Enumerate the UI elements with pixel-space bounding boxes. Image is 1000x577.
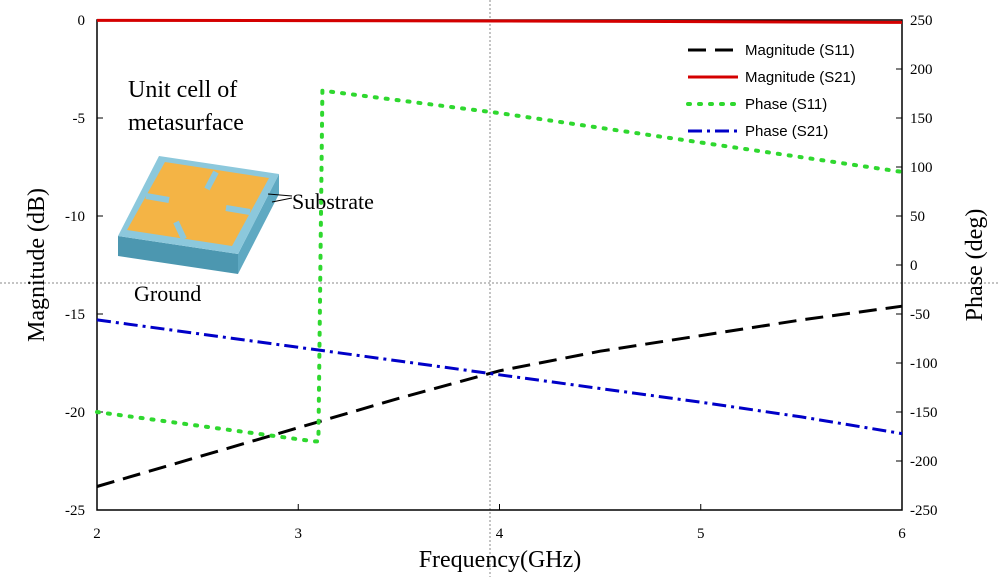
right-tick-label: 100	[910, 160, 933, 176]
right-tick-label: 0	[910, 258, 918, 274]
x-tick-label: 4	[496, 526, 504, 542]
right-axis: 250 200 150 100 50 0 -50 -100 -150 -200 -250	[896, 13, 938, 519]
substrate-label: Substrate	[292, 189, 374, 214]
x-tick-label: 5	[697, 526, 705, 542]
patch-slot-left	[145, 193, 170, 203]
right-tick-label: 200	[910, 62, 933, 78]
patch-slots	[145, 170, 251, 241]
right-tick-label: -200	[910, 454, 938, 470]
x-tick-label: 3	[295, 526, 303, 542]
left-tick-label: -15	[65, 307, 85, 323]
patch-slot-top	[204, 170, 219, 191]
legend-label-s21-phase: Phase (S21)	[745, 123, 828, 140]
left-tick-label: -5	[73, 111, 86, 127]
right-tick-label: -150	[910, 405, 938, 421]
right-tick-label: -250	[910, 503, 938, 519]
x-tick-label: 6	[898, 526, 906, 542]
right-tick-label: 250	[910, 13, 933, 29]
ground-label: Ground	[134, 281, 201, 306]
substrate-front-face	[118, 236, 238, 274]
series-s21-phase	[96, 318, 903, 436]
left-tick-label: -20	[65, 405, 85, 421]
series-s21-magnitude	[96, 18, 903, 24]
legend-label-s11-phase: Phase (S11)	[745, 96, 827, 113]
patch-slot-bottom	[173, 220, 187, 241]
left-tick-label: -10	[65, 209, 85, 225]
legend-label-s11-magnitude: Magnitude (S11)	[745, 42, 855, 59]
x-axis: 2 3 4 5 6	[93, 504, 906, 542]
series-s11-magnitude	[96, 304, 903, 488]
right-tick-label: 150	[910, 111, 933, 127]
right-axis-title: Phase (deg)	[962, 209, 988, 322]
series-s11-phase	[95, 88, 904, 444]
substrate-side-face	[238, 174, 279, 274]
right-tick-label: 50	[910, 209, 925, 225]
right-tick-label: -50	[910, 307, 930, 323]
substrate-leader-line-2	[271, 197, 293, 203]
patch-slot-right	[225, 205, 251, 215]
metasurface-patch	[127, 162, 269, 246]
inset-title-line1: Unit cell of	[128, 77, 237, 103]
inset-title-line2: metasurface	[128, 110, 244, 136]
right-tick-label: -100	[910, 356, 938, 372]
left-axis-title: Magnitude (dB)	[24, 188, 50, 342]
series-layer	[95, 18, 904, 488]
x-tick-label: 2	[93, 526, 101, 542]
left-tick-label: -25	[65, 503, 85, 519]
legend-label-s21-magnitude: Magnitude (S21)	[745, 69, 856, 86]
legend: Magnitude (S11) Magnitude (S21) Phase (S…	[686, 42, 856, 140]
substrate-leader-line	[267, 193, 293, 197]
unit-cell-inset: Unit cell of metasurface Substrate Groun…	[118, 77, 374, 306]
left-tick-label: 0	[78, 13, 86, 29]
x-axis-title: Frequency(GHz)	[419, 547, 582, 573]
